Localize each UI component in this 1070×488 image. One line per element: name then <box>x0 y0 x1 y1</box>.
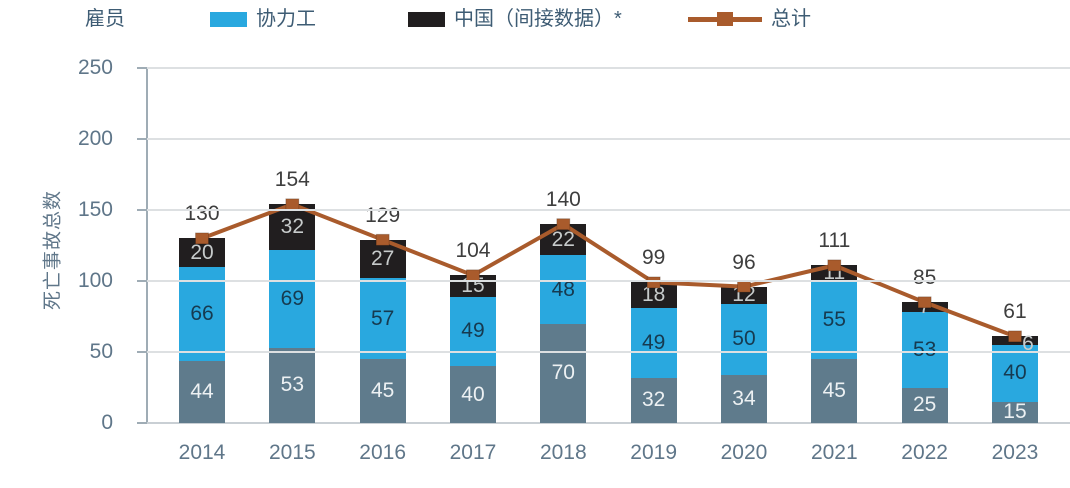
x-tick-label-2022: 2022 <box>901 441 948 464</box>
total-label-2021: 111 <box>818 229 851 253</box>
y-tick-label-0: 0 <box>101 411 113 434</box>
legend-item-china: 中国（间接数据）* <box>408 6 622 32</box>
y-tick-200 <box>137 138 147 140</box>
y-tick-label-150: 150 <box>77 198 113 221</box>
legend-item-total: 总计 <box>688 6 811 32</box>
bar-segment-china-2016 <box>359 239 406 279</box>
chart-legend: 雇员 协力工 中国（间接数据）* 总计 <box>0 0 1070 40</box>
bar-segment-employee-2015 <box>269 347 316 423</box>
total-label-2017: 104 <box>455 239 491 263</box>
contractor-swatch <box>210 11 247 27</box>
bar-segment-employee-2017 <box>449 366 496 423</box>
legend-label-employee: 雇员 <box>85 8 125 30</box>
bar-segment-china-2019 <box>630 282 677 308</box>
x-tick-label-2023: 2023 <box>991 441 1039 464</box>
bar-segment-employee-2018 <box>540 323 587 423</box>
bar-segment-contractor-2017 <box>449 296 496 367</box>
china-swatch <box>408 11 445 27</box>
bar-segment-contractor-2020 <box>720 303 767 375</box>
total-label-2014: 130 <box>184 202 220 226</box>
x-tick-label-2016: 2016 <box>359 441 407 464</box>
y-axis-tick-labels: 0 50 100 150 200 250 <box>0 56 130 434</box>
x-tick-label-2014: 2014 <box>178 441 226 464</box>
x-tick-label-2017: 2017 <box>449 441 497 464</box>
bar-group-2021: 45 55 11 111 <box>811 68 858 423</box>
y-tick-50 <box>137 351 147 353</box>
bar-group-2016: 45 57 27 129 <box>359 68 406 423</box>
legend-label-contractor: 协力工 <box>256 8 316 30</box>
x-tick-label-2021: 2021 <box>810 441 858 464</box>
y-tick-label-250: 250 <box>77 56 113 79</box>
x-tick-label-2018: 2018 <box>539 441 587 464</box>
bar-segment-contractor-2022 <box>901 312 948 388</box>
bar-segment-contractor-2015 <box>269 249 316 348</box>
gridline-50 <box>147 351 1070 353</box>
bar-segment-china-2015 <box>269 204 316 250</box>
bar-segment-contractor-2023 <box>991 344 1038 402</box>
total-line-swatch <box>688 11 762 27</box>
bar-segment-contractor-2016 <box>359 278 406 360</box>
bar-segment-employee-2021 <box>811 359 858 423</box>
bar-segment-contractor-2021 <box>811 281 858 360</box>
line-marker-icon <box>717 12 733 26</box>
gridline-150 <box>147 209 1070 211</box>
total-label-2022: 85 <box>912 266 937 290</box>
x-tick-label-2015: 2015 <box>268 441 316 464</box>
bar-segment-employee-2022 <box>901 387 948 423</box>
bar-group-2020: 34 50 12 96 <box>720 68 767 423</box>
bar-group-2018: 70 48 22 140 <box>540 68 587 423</box>
legend-label-total: 总计 <box>771 8 811 30</box>
legend-item-contractor: 协力工 <box>210 6 316 32</box>
legend-label-china: 中国（间接数据）* <box>454 8 622 30</box>
bar-segment-china-2014 <box>179 238 225 267</box>
bar-group-2017: 40 49 15 104 <box>449 68 496 423</box>
gridline-100 <box>147 280 1070 282</box>
gridline-250 <box>147 67 1070 69</box>
legend-item-employee: 雇员 <box>85 6 125 32</box>
y-tick-150 <box>137 209 147 211</box>
y-tick-label-200: 200 <box>77 127 113 150</box>
y-tick-0 <box>137 422 147 424</box>
bar-segment-employee-2016 <box>359 359 406 423</box>
total-label-2016: 129 <box>365 203 401 227</box>
total-label-2023: 61 <box>1003 300 1027 324</box>
bar-segment-china-2020 <box>720 286 767 304</box>
bar-segment-china-2023 <box>991 336 1038 345</box>
y-tick-250 <box>137 67 147 69</box>
y-axis-line <box>146 68 148 424</box>
bar-group-2023: 15 40 6 61 <box>991 68 1038 423</box>
x-tick-label-2020: 2020 <box>720 441 768 464</box>
gridline-200 <box>147 138 1070 140</box>
bar-group-2015: 53 69 32 154 <box>269 68 316 423</box>
x-axis-tick-labels: 2014 2015 2016 2017 2018 2019 2020 2021 2022 2023 <box>147 440 1062 470</box>
bar-segment-contractor-2018 <box>540 255 587 324</box>
bar-segment-employee-2014 <box>179 360 225 423</box>
bar-segment-contractor-2019 <box>630 307 677 378</box>
bar-segment-employee-2023 <box>991 401 1038 423</box>
bar-segment-china-2021 <box>811 265 858 281</box>
bar-group-2014: 44 66 20 130 <box>179 68 225 423</box>
bar-group-2019: 32 49 18 99 <box>630 68 677 423</box>
bar-segment-china-2017 <box>449 275 496 297</box>
y-tick-label-50: 50 <box>89 340 113 363</box>
total-label-2015: 154 <box>274 168 310 192</box>
plot-area: 44 66 20 130 53 69 32 154 45 57 27 129 40 49 15 104 70 48… <box>137 67 1070 424</box>
bar-group-2022: 25 53 7 85 <box>901 68 948 423</box>
y-tick-100 <box>137 280 147 282</box>
bar-segment-china-2022 <box>901 302 948 313</box>
bar-segment-employee-2020 <box>720 374 767 423</box>
x-axis-line <box>146 422 1070 424</box>
bar-segment-china-2018 <box>540 224 587 256</box>
y-tick-label-100: 100 <box>77 269 113 292</box>
x-tick-label-2019: 2019 <box>630 441 677 464</box>
total-label-2020: 96 <box>732 250 756 274</box>
total-label-2019: 99 <box>641 246 666 270</box>
bar-segment-employee-2019 <box>630 377 677 423</box>
